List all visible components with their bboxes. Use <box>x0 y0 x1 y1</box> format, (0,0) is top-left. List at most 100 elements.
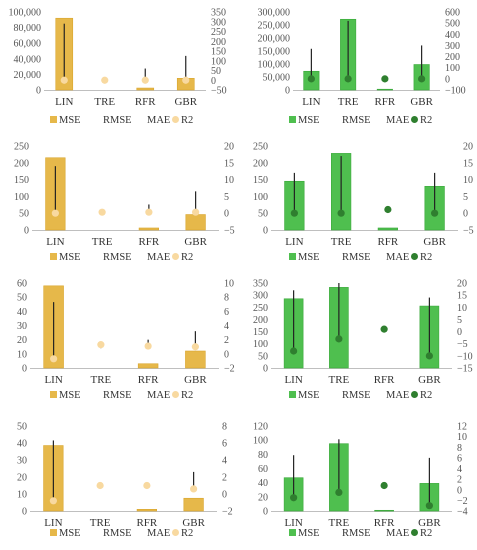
x-tick-label: TRE <box>94 96 115 108</box>
chart-panel-2: 0 50,000 100,000 150,000 200,000 250,000 300,0… <box>239 0 477 137</box>
legend-label: MAE <box>147 115 170 126</box>
y2-tick-label: 2 <box>222 473 227 484</box>
y-tick-label: 300,000 <box>258 8 291 19</box>
y-tick-label: 60 <box>17 279 27 290</box>
legend-swatch-r2 <box>172 116 179 123</box>
y2-tick-label: 150 <box>211 47 226 58</box>
y-tick-label: 50,000 <box>263 73 291 84</box>
y-tick-label: 50 <box>258 351 268 362</box>
marker-r2 <box>49 497 57 505</box>
bar-mse <box>185 214 206 231</box>
bar-mse <box>137 363 159 369</box>
legend-swatch-r2 <box>172 529 179 536</box>
chart-svg: 050100150200250300350−15−10−505101520LIN… <box>253 279 473 402</box>
chart-panel-1: 0 20,000 40,000 60,000 80,000 100,000 −50 0 50 10… <box>0 0 238 137</box>
chart-svg: 020,00040,00060,00080,000100,000−5005010… <box>9 8 227 127</box>
y-tick-label: 0 <box>285 86 290 97</box>
bar-mse <box>376 88 393 91</box>
x-tick-label: RFR <box>136 517 157 529</box>
x-tick-label: RFR <box>135 96 156 108</box>
legend-label: MSE <box>298 528 320 539</box>
bar-mse <box>138 227 159 231</box>
marker-r2 <box>335 335 343 343</box>
y2-tick-label: 0 <box>457 327 462 338</box>
legend-swatch-r2 <box>172 391 179 398</box>
y-tick-label: 150 <box>14 175 29 186</box>
legend-swatch-mse <box>289 529 296 536</box>
x-tick-label: TRE <box>90 374 111 386</box>
legend-swatch-r2 <box>411 529 418 536</box>
y2-tick-label: 250 <box>211 27 226 38</box>
x-tick-label: RFR <box>138 374 159 386</box>
y2-tick-label: 15 <box>463 158 473 169</box>
marker-r2 <box>425 502 433 510</box>
x-tick-label: LIN <box>55 96 73 108</box>
y-tick-label: 0 <box>22 507 27 518</box>
y2-tick-label: 8 <box>222 422 227 433</box>
y-tick-label: 250 <box>14 142 29 153</box>
bar-mse <box>185 350 206 369</box>
x-tick-label: GBR <box>174 96 197 108</box>
y-tick-label: 200 <box>14 158 29 169</box>
y2-tick-label: −4 <box>457 507 468 518</box>
x-tick-label: LIN <box>284 517 302 529</box>
y2-tick-label: 0 <box>445 74 450 85</box>
y-tick-label: 100,000 <box>9 8 42 19</box>
y-tick-label: 30 <box>17 456 27 467</box>
x-tick-label: GBR <box>418 517 441 529</box>
marker-r2 <box>381 75 389 83</box>
marker-r2 <box>380 481 388 490</box>
y2-tick-label: 10 <box>457 432 467 443</box>
y2-tick-label: −100 <box>445 86 466 97</box>
x-tick-label: GBR <box>184 374 207 386</box>
y2-tick-label: 5 <box>224 192 229 203</box>
y2-tick-label: 10 <box>463 175 473 186</box>
y2-tick-label: 4 <box>457 464 462 475</box>
y-tick-label: 50 <box>258 209 268 220</box>
y2-tick-label: 0 <box>224 349 229 360</box>
chart-svg: 0 50 100 150 200 250 −5 0 5 10 15 20 LIN TRE RFR GBR MSE… <box>253 142 474 264</box>
y-tick-label: 300 <box>253 291 268 302</box>
x-tick-label: LIN <box>44 374 62 386</box>
y2-tick-label: 2 <box>224 335 229 346</box>
marker-r2 <box>190 485 198 493</box>
y-tick-label: 100 <box>253 436 268 447</box>
legend-swatch-mse <box>289 253 296 260</box>
legend-label: MSE <box>298 115 320 126</box>
legend-swatch-mse <box>289 116 296 123</box>
legend-label: RMSE <box>103 390 132 401</box>
y2-tick-label: 5 <box>463 192 468 203</box>
chart-svg: 0 50 100 150 200 250 −5 0 5 10 15 20 LIN TRE RFR GBR MSE… <box>14 142 235 264</box>
legend-swatch-mse <box>289 391 296 398</box>
marker-r2 <box>144 342 152 350</box>
legend-swatch-mse <box>50 529 57 536</box>
y-tick-label: 200 <box>253 315 268 326</box>
marker-r2 <box>96 481 104 490</box>
marker-r2 <box>290 209 298 217</box>
legend-label: R2 <box>420 390 432 401</box>
marker-r2 <box>290 347 298 355</box>
legend-label: MAE <box>386 390 409 401</box>
y-tick-label: 0 <box>263 364 268 375</box>
y-tick-label: 80,000 <box>14 23 42 34</box>
x-tick-label: GBR <box>418 374 441 386</box>
marker-r2 <box>182 76 190 84</box>
x-tick-label: GBR <box>182 517 205 529</box>
bar-mse <box>374 509 394 512</box>
y2-tick-label: 12 <box>457 422 467 433</box>
legend-label: RMSE <box>103 252 132 263</box>
chart-panel-7: 0 10 20 30 40 50 −2 0 2 4 6 8 LIN TRE RFR GBR MSE RMSE MAE… <box>0 412 238 550</box>
x-tick-label: LIN <box>302 96 320 108</box>
y2-tick-label: −5 <box>224 226 235 237</box>
y-tick-label: 0 <box>22 364 27 375</box>
legend-label: MAE <box>386 528 409 539</box>
marker-r2 <box>191 343 199 351</box>
y2-tick-label: 50 <box>211 66 221 77</box>
y2-tick-label: 10 <box>457 303 467 314</box>
x-tick-label: RFR <box>374 374 395 386</box>
y-tick-label: 30 <box>17 321 27 332</box>
legend-label: RMSE <box>342 390 371 401</box>
y2-tick-label: 400 <box>445 30 460 41</box>
y-tick-label: 0 <box>36 86 41 97</box>
y-tick-label: 250,000 <box>258 21 291 32</box>
